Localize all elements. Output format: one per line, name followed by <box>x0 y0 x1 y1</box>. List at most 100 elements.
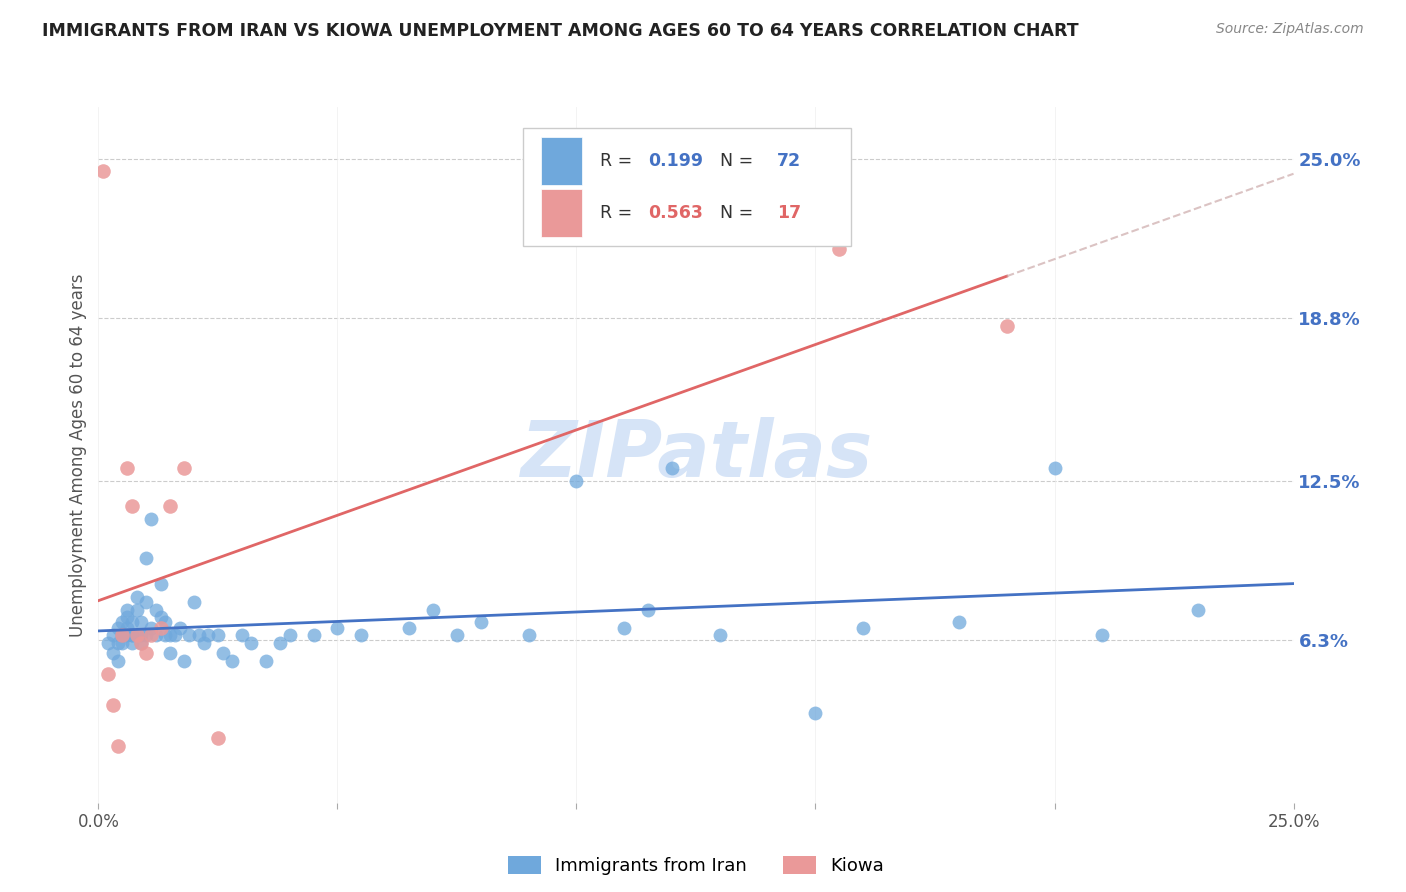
Point <box>149 610 172 624</box>
Point <box>159 500 181 514</box>
Point <box>326 621 349 635</box>
Point <box>125 602 148 616</box>
Point <box>446 628 468 642</box>
Bar <box>540 136 582 186</box>
Text: 72: 72 <box>778 152 801 170</box>
Text: 0.199: 0.199 <box>648 152 703 170</box>
Point <box>240 636 263 650</box>
Point <box>107 654 129 668</box>
Point <box>135 628 157 642</box>
Point <box>173 654 195 668</box>
Point <box>269 636 291 650</box>
Point <box>828 242 851 256</box>
Point <box>131 615 153 630</box>
Point <box>169 621 191 635</box>
Point <box>179 628 201 642</box>
Point <box>197 628 219 642</box>
Point <box>145 628 167 642</box>
Point <box>115 621 138 635</box>
Text: 17: 17 <box>778 204 801 222</box>
Point <box>350 628 373 642</box>
Point <box>173 460 195 475</box>
Point <box>107 636 129 650</box>
Point <box>398 621 420 635</box>
Point <box>101 698 124 712</box>
Point <box>804 706 827 720</box>
Point <box>121 500 143 514</box>
Point <box>852 621 875 635</box>
Point <box>193 636 215 650</box>
Point <box>145 602 167 616</box>
Point <box>131 636 153 650</box>
Point <box>115 610 138 624</box>
Text: ZIPatlas: ZIPatlas <box>520 417 872 493</box>
Point <box>91 164 114 178</box>
Point <box>121 636 143 650</box>
Text: N =: N = <box>720 204 759 222</box>
Point <box>155 628 177 642</box>
Point <box>637 602 659 616</box>
Point <box>149 621 172 635</box>
Point <box>125 628 148 642</box>
Point <box>139 512 162 526</box>
Point <box>115 602 138 616</box>
Point <box>121 628 143 642</box>
Point <box>107 739 129 753</box>
Text: IMMIGRANTS FROM IRAN VS KIOWA UNEMPLOYMENT AMONG AGES 60 TO 64 YEARS CORRELATION: IMMIGRANTS FROM IRAN VS KIOWA UNEMPLOYME… <box>42 22 1078 40</box>
Point <box>302 628 325 642</box>
Point <box>125 590 148 604</box>
FancyBboxPatch shape <box>523 128 852 246</box>
Point <box>139 628 162 642</box>
Point <box>278 628 301 642</box>
Point <box>135 595 157 609</box>
Point <box>1091 628 1114 642</box>
Legend: Immigrants from Iran, Kiowa: Immigrants from Iran, Kiowa <box>499 847 893 884</box>
Point <box>207 731 229 746</box>
Point <box>111 615 134 630</box>
Point <box>995 319 1018 334</box>
Point <box>125 628 148 642</box>
Point <box>131 628 153 642</box>
Point <box>207 628 229 642</box>
Point <box>101 646 124 660</box>
Point <box>517 628 540 642</box>
Point <box>97 636 120 650</box>
Point <box>149 576 172 591</box>
Point <box>1187 602 1209 616</box>
Point <box>163 628 186 642</box>
Point <box>231 628 253 642</box>
Text: Source: ZipAtlas.com: Source: ZipAtlas.com <box>1216 22 1364 37</box>
Point <box>111 628 134 642</box>
Point <box>111 636 134 650</box>
Bar <box>540 189 582 237</box>
Point <box>115 460 138 475</box>
Text: R =: R = <box>600 204 638 222</box>
Point <box>159 646 181 660</box>
Point <box>948 615 970 630</box>
Point <box>135 551 157 566</box>
Point <box>131 636 153 650</box>
Point <box>111 628 134 642</box>
Point <box>159 628 181 642</box>
Point <box>422 602 444 616</box>
Text: N =: N = <box>720 152 759 170</box>
Point <box>111 628 134 642</box>
Point <box>183 595 205 609</box>
Point <box>155 615 177 630</box>
Point <box>97 667 120 681</box>
Point <box>139 621 162 635</box>
Text: 0.563: 0.563 <box>648 204 703 222</box>
Point <box>211 646 233 660</box>
Point <box>613 621 636 635</box>
Point <box>565 474 588 488</box>
Point <box>1043 460 1066 475</box>
Point <box>221 654 243 668</box>
Point <box>101 628 124 642</box>
Point <box>470 615 492 630</box>
Point <box>121 628 143 642</box>
Point <box>187 628 209 642</box>
Point <box>135 646 157 660</box>
Point <box>709 628 731 642</box>
Point <box>661 460 683 475</box>
Point <box>115 628 138 642</box>
